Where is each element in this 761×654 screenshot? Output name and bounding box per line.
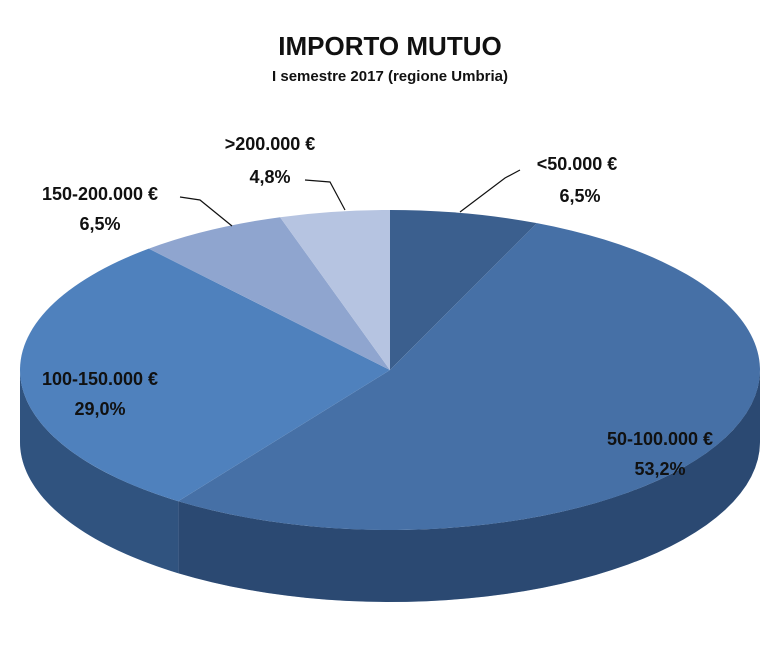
slice-label: <50.000 € bbox=[537, 154, 618, 174]
slice-value-label: 6,5% bbox=[559, 186, 600, 206]
slice-value-label: 53,2% bbox=[634, 459, 685, 479]
leader-line bbox=[304, 179, 346, 211]
chart-subtitle: I semestre 2017 (regione Umbria) bbox=[272, 68, 508, 85]
slice-value-label: 29,0% bbox=[74, 399, 125, 419]
slice-value-label: 4,8% bbox=[249, 167, 290, 187]
pie-side-shade bbox=[178, 370, 760, 602]
pie-side-shade bbox=[20, 370, 179, 574]
pie-slice bbox=[178, 223, 760, 531]
pie-slice bbox=[148, 217, 390, 370]
chart-title: IMPORTO MUTUO bbox=[278, 31, 501, 61]
leader-line bbox=[459, 169, 521, 213]
slice-label: 50-100.000 € bbox=[607, 429, 713, 449]
pie-slice bbox=[280, 210, 390, 370]
pie-slice bbox=[19, 248, 390, 502]
slice-label: 100-150.000 € bbox=[42, 369, 158, 389]
pie-slice bbox=[390, 210, 537, 370]
pie-side bbox=[20, 370, 179, 574]
slice-label: 150-200.000 € bbox=[42, 184, 158, 204]
pie-side bbox=[178, 370, 760, 602]
slice-value-label: 6,5% bbox=[79, 214, 120, 234]
leader-line bbox=[179, 196, 233, 227]
slice-label: >200.000 € bbox=[225, 134, 316, 154]
